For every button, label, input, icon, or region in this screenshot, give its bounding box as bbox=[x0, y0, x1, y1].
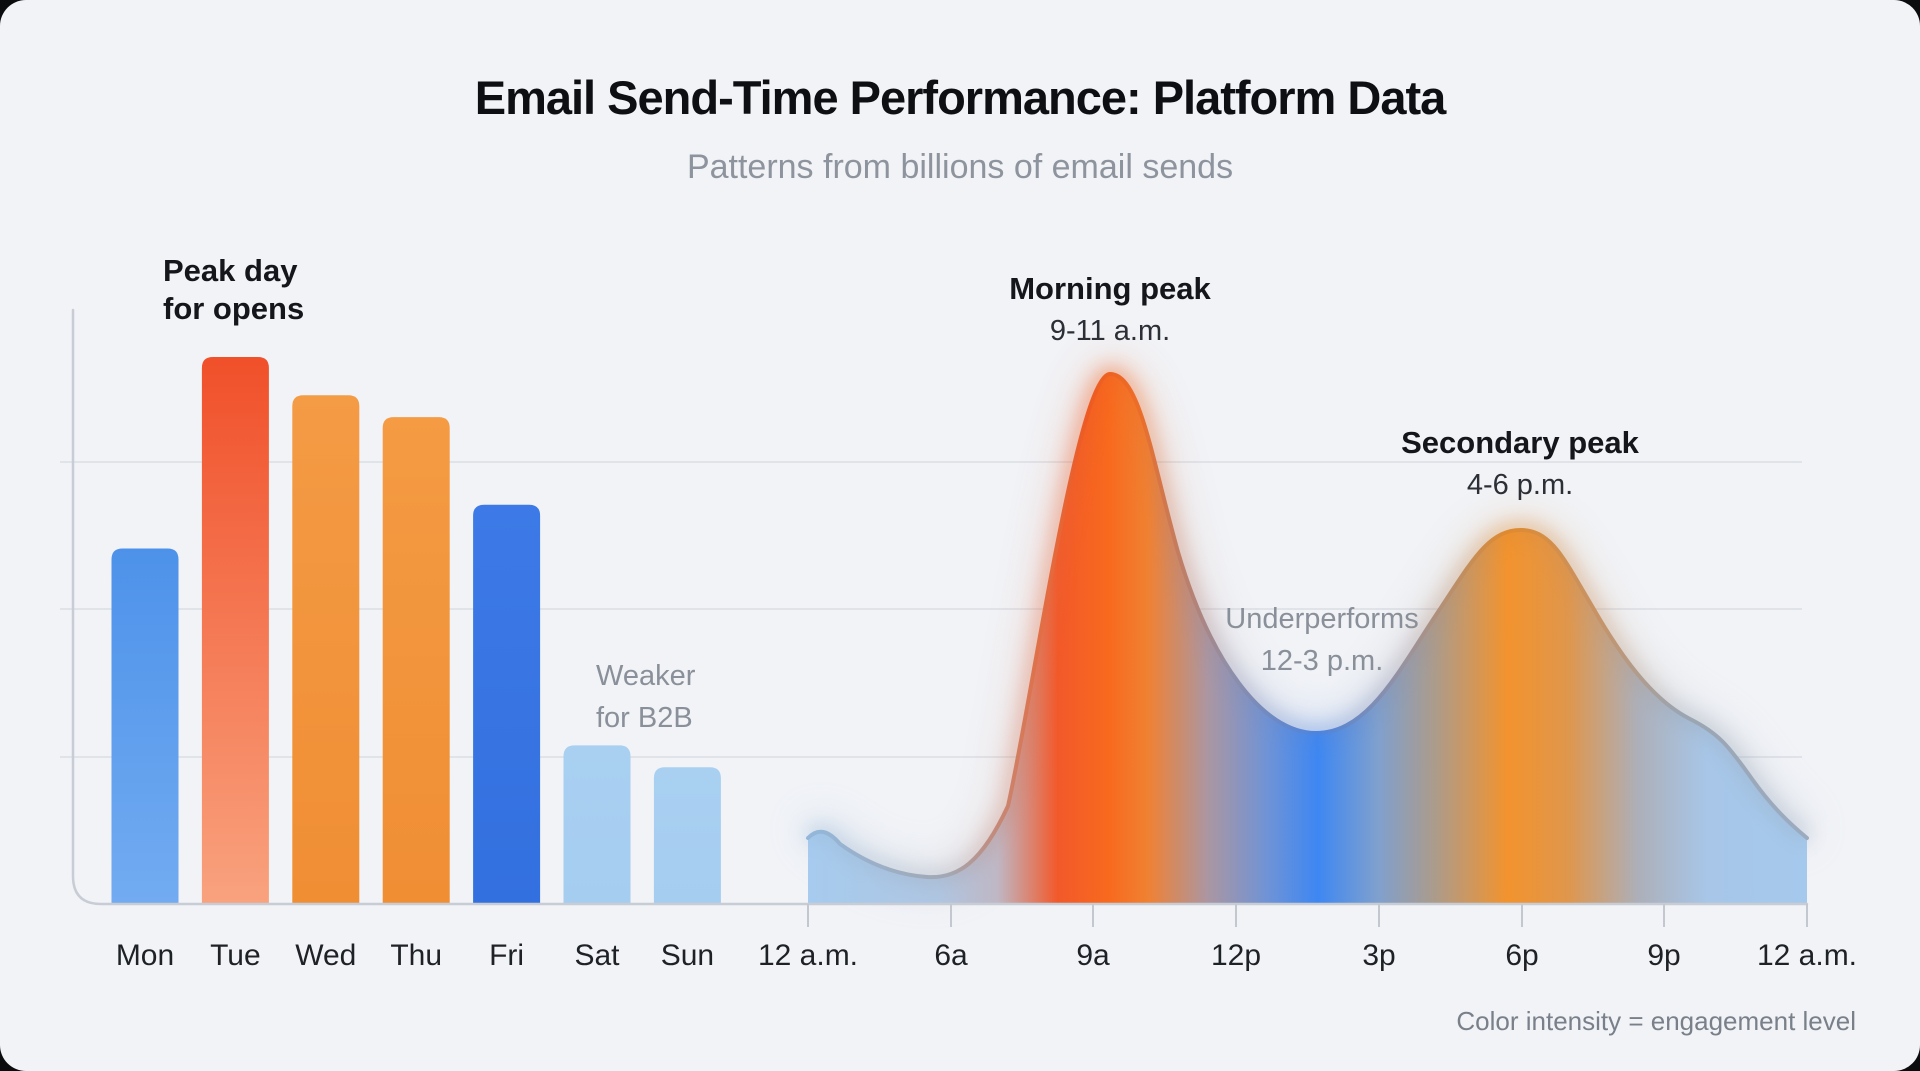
day-of-week-bars bbox=[111, 357, 721, 904]
annotation-peak-day: Peak day for opens bbox=[163, 252, 304, 328]
time-label-1: 6a bbox=[934, 939, 968, 972]
annotation-underperforms-line2: 12-3 p.m. bbox=[1260, 645, 1384, 677]
area-fill bbox=[808, 374, 1807, 904]
time-axis-ticks bbox=[807, 904, 1808, 927]
annotation-morning-peak: Morning peak 9-11 a.m. bbox=[950, 270, 1270, 350]
axis-line bbox=[71, 308, 1809, 906]
bar-thu bbox=[382, 417, 450, 904]
bar-sun bbox=[653, 767, 721, 904]
bar-tue bbox=[201, 357, 269, 904]
bar-fri bbox=[473, 504, 541, 904]
bar-sat bbox=[563, 745, 631, 904]
send-time-area-chart bbox=[797, 358, 1817, 904]
annotation-peak-day-line1: Peak day bbox=[163, 253, 298, 288]
day-label-thu: Thu bbox=[390, 939, 443, 972]
annotation-underperforms-line1: Underperforms bbox=[1225, 603, 1419, 635]
day-label-sat: Sat bbox=[574, 939, 620, 972]
annotation-secondary-peak-time: 4-6 p.m. bbox=[1466, 469, 1574, 501]
annotation-underperforms: Underperforms 12-3 p.m. bbox=[1162, 596, 1482, 680]
day-label-tue: Tue bbox=[210, 939, 261, 972]
annotation-morning-peak-time: 9-11 a.m. bbox=[1049, 315, 1171, 347]
annotation-morning-peak-title: Morning peak bbox=[1009, 271, 1211, 306]
area-line bbox=[806, 371, 1809, 880]
bar-mon bbox=[111, 548, 179, 904]
day-label-mon: Mon bbox=[115, 939, 175, 972]
time-label-5: 6p bbox=[1505, 939, 1539, 972]
day-label-fri: Fri bbox=[489, 939, 525, 972]
bar-wed bbox=[292, 395, 360, 904]
day-label-sun: Sun bbox=[660, 939, 715, 972]
annotation-peak-day-line2: for opens bbox=[163, 291, 305, 326]
time-label-0: 12 a.m. bbox=[757, 939, 859, 972]
page-title: Email Send-Time Performance: Platform Da… bbox=[474, 71, 1447, 124]
annotation-weaker-b2b-line2: for B2B bbox=[596, 702, 693, 734]
day-label-wed: Wed bbox=[295, 939, 357, 972]
time-label-4: 3p bbox=[1362, 939, 1396, 972]
annotation-secondary-peak-title: Secondary peak bbox=[1401, 425, 1639, 460]
page-subtitle: Patterns from billions of email sends bbox=[686, 148, 1234, 186]
time-label-3: 12p bbox=[1210, 939, 1262, 972]
time-label-7: 12 a.m. bbox=[1756, 939, 1858, 972]
time-label-2: 9a bbox=[1076, 939, 1110, 972]
legend-note: Color intensity = engagement level bbox=[1456, 1006, 1856, 1036]
annotation-secondary-peak: Secondary peak 4-6 p.m. bbox=[1360, 424, 1680, 504]
annotation-weaker-b2b: Weaker for B2B bbox=[596, 653, 695, 737]
annotation-weaker-b2b-line1: Weaker bbox=[596, 660, 696, 692]
time-label-6: 9p bbox=[1647, 939, 1681, 972]
